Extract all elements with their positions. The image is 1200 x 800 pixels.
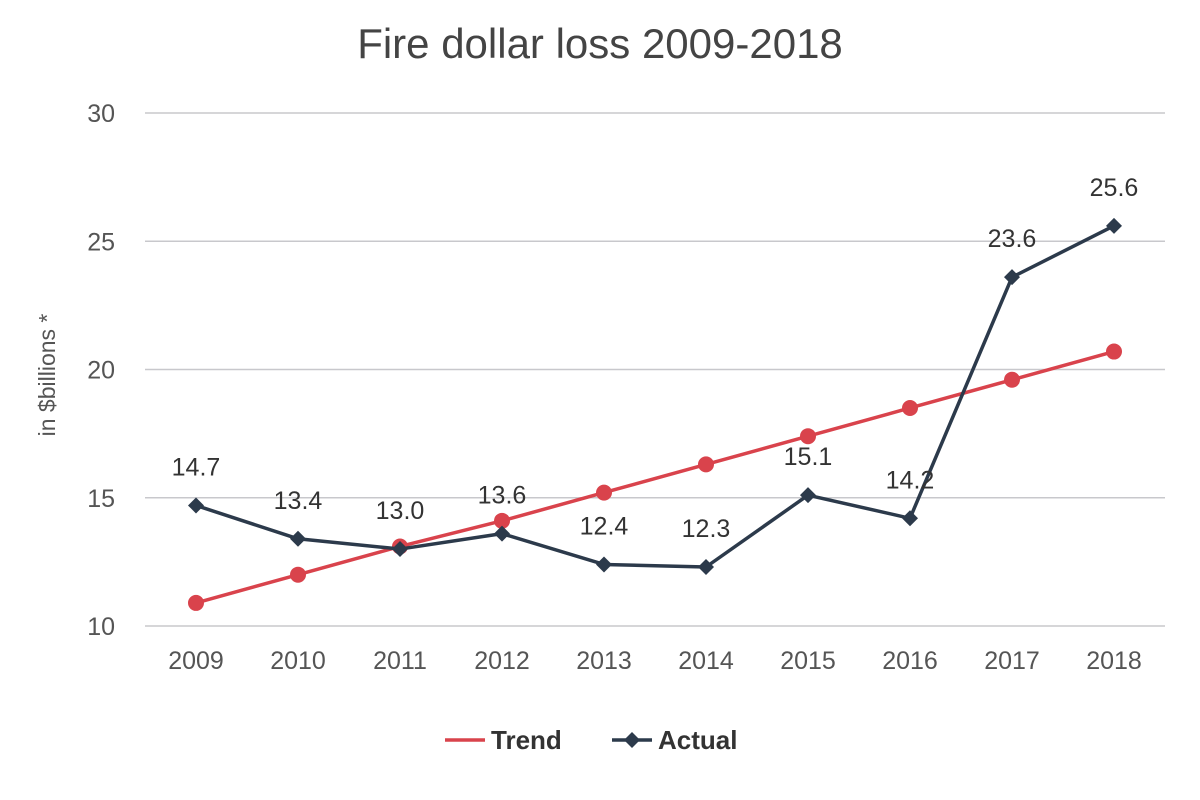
x-tick-label: 2016 <box>882 647 938 675</box>
y-axis-ticks: 10 15 20 25 30 <box>87 100 115 641</box>
trend-point <box>800 428 816 445</box>
data-label: 12.4 <box>580 512 629 540</box>
data-label: 23.6 <box>988 225 1037 253</box>
data-label: 13.4 <box>274 487 323 515</box>
data-label: 14.7 <box>172 453 221 481</box>
actual-point <box>1106 217 1122 234</box>
actual-point <box>698 559 714 576</box>
actual-point <box>902 510 918 527</box>
trend-point <box>494 512 510 529</box>
actual-line <box>195 224 1115 569</box>
actual-point <box>1004 269 1020 286</box>
series-trend <box>188 343 1122 611</box>
x-tick-label: 2017 <box>984 647 1040 675</box>
legend-item-actual: Actual <box>612 725 737 755</box>
y-tick-label: 25 <box>87 228 115 256</box>
legend-item-trend: Trend <box>445 725 562 755</box>
data-label: 15.1 <box>784 443 833 471</box>
y-tick-label: 10 <box>87 613 115 641</box>
x-axis-ticks: 2009 2010 2011 2012 2013 2014 2015 2016 2017 2018 <box>168 647 1142 675</box>
trend-point <box>1106 343 1122 360</box>
y-axis-label: in $billions * <box>34 314 60 437</box>
data-label: 14.2 <box>886 466 935 494</box>
trend-point <box>902 399 918 416</box>
legend-label-actual: Actual <box>658 725 737 755</box>
actual-point <box>188 497 204 514</box>
data-label: 12.3 <box>682 515 731 543</box>
legend-label-trend: Trend <box>491 725 562 755</box>
legend: Trend Actual <box>445 725 737 755</box>
gridlines <box>145 112 1165 627</box>
legend-marker-actual <box>624 732 640 748</box>
trend-point <box>596 484 612 501</box>
x-tick-label: 2015 <box>780 647 836 675</box>
x-tick-label: 2009 <box>168 647 224 675</box>
actual-point <box>290 530 306 547</box>
y-tick-label: 20 <box>87 357 115 385</box>
actual-point <box>494 525 510 542</box>
data-labels: 14.7 13.4 13.0 13.6 12.4 12.3 15.1 14.2 23.6 25.6 <box>172 174 1139 543</box>
x-tick-label: 2013 <box>576 647 632 675</box>
y-tick-label: 15 <box>87 485 115 513</box>
series-layer <box>188 217 1122 611</box>
data-label: 13.0 <box>376 497 425 525</box>
x-tick-label: 2018 <box>1086 647 1142 675</box>
trend-point <box>188 594 204 611</box>
actual-point <box>392 541 408 558</box>
trend-point <box>290 566 306 583</box>
trend-point <box>1004 371 1020 388</box>
trend-point <box>698 456 714 473</box>
data-label: 25.6 <box>1090 174 1139 202</box>
x-tick-label: 2012 <box>474 647 530 675</box>
y-tick-label: 30 <box>87 100 115 128</box>
actual-point <box>800 487 816 504</box>
x-tick-label: 2014 <box>678 647 734 675</box>
x-tick-label: 2011 <box>373 647 427 675</box>
actual-point <box>596 556 612 573</box>
x-tick-label: 2010 <box>270 647 326 675</box>
chart-title: Fire dollar loss 2009-2018 <box>357 20 843 67</box>
data-label: 13.6 <box>478 482 527 510</box>
series-actual <box>188 217 1122 576</box>
